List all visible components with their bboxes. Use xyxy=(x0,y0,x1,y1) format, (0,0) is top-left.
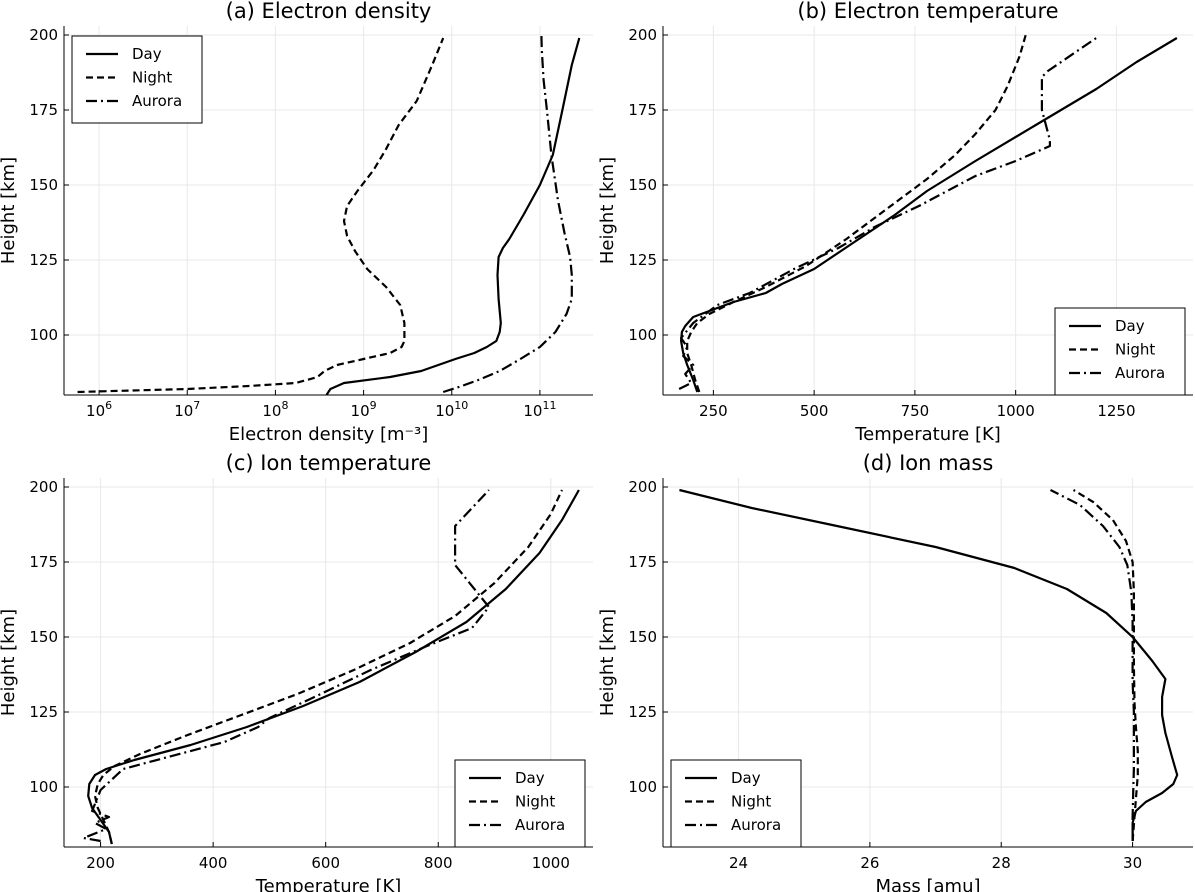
y-tick-label: 175 xyxy=(29,101,58,119)
x-tick-label: 30 xyxy=(1123,854,1142,872)
legend-label: Night xyxy=(132,69,172,87)
series-line-aurora xyxy=(678,37,1097,390)
legend: Day Night Aurora xyxy=(71,35,203,124)
y-tick-label: 150 xyxy=(29,176,58,194)
y-tick-label: 175 xyxy=(29,553,58,571)
series-line-day xyxy=(87,489,580,845)
chart-panel-c: 200 400 600 800 1000 100 125 150 175 200 (c) Ion t… xyxy=(0,451,593,892)
legend: Day Night Aurora xyxy=(1054,307,1186,396)
series-line-night xyxy=(686,34,1027,393)
x-axis-label: Mass [amu] xyxy=(875,876,980,892)
x-tick-label: 200 xyxy=(86,854,115,872)
series-line-night xyxy=(1072,489,1139,842)
x-tick-label: 250 xyxy=(699,402,728,420)
y-tick-label: 150 xyxy=(628,628,657,646)
x-tick-label: 750 xyxy=(901,402,930,420)
y-axis-label: Height [km] xyxy=(597,157,618,264)
chart-title: (c) Ion temperature xyxy=(226,451,432,475)
y-tick-label: 200 xyxy=(29,26,58,44)
legend-label: Day xyxy=(132,45,162,63)
y-tick-label: 150 xyxy=(29,628,58,646)
x-tick-label: 500 xyxy=(800,402,829,420)
x-tick-label: 1011 xyxy=(523,399,556,420)
x-axis-label: Temperature [K] xyxy=(255,876,402,892)
y-tick-label: 200 xyxy=(628,478,657,496)
x-tick-label: 1000 xyxy=(997,402,1035,420)
x-tick-label: 109 xyxy=(351,399,377,420)
y-tick-label: 125 xyxy=(628,251,657,269)
chart-title: (d) Ion mass xyxy=(863,451,994,475)
legend-box xyxy=(71,35,203,124)
legend-box xyxy=(454,759,586,848)
x-tick-label: 600 xyxy=(311,854,340,872)
y-tick-label: 200 xyxy=(29,478,58,496)
y-tick-label: 125 xyxy=(628,703,657,721)
legend-label: Day xyxy=(1115,317,1145,335)
legend-label: Aurora xyxy=(515,816,565,834)
chart-panel-d: 24 26 28 30 100 125 150 175 200 (d) Ion mass Mass … xyxy=(597,451,1193,892)
series-line-night xyxy=(77,37,445,394)
y-tick-label: 200 xyxy=(628,26,657,44)
x-tick-label: 400 xyxy=(199,854,228,872)
chart-panel-b: 250 500 750 1000 1250 100 125 150 175 200 (b) Elec… xyxy=(597,0,1193,445)
y-axis-label: Height [km] xyxy=(0,157,19,264)
x-tick-label: 1250 xyxy=(1097,402,1135,420)
y-tick-label: 100 xyxy=(628,778,657,796)
series-line-aurora xyxy=(82,489,490,843)
legend-label: Aurora xyxy=(1115,364,1165,382)
series-line-day xyxy=(679,37,1178,393)
x-tick-label: 1010 xyxy=(435,399,468,420)
series-line-aurora xyxy=(442,34,573,394)
x-tick-label: 24 xyxy=(729,854,748,872)
y-tick-label: 125 xyxy=(29,251,58,269)
legend-label: Day xyxy=(731,769,761,787)
legend-box xyxy=(670,759,802,848)
y-tick-label: 175 xyxy=(628,553,657,571)
series-line-day xyxy=(325,37,581,396)
chart-title: (b) Electron temperature xyxy=(797,0,1058,23)
legend-label: Day xyxy=(515,769,545,787)
x-tick-label: 28 xyxy=(992,854,1011,872)
series-line-day xyxy=(679,488,1179,841)
x-tick-label: 26 xyxy=(860,854,879,872)
y-tick-label: 125 xyxy=(29,703,58,721)
x-tick-label: 1000 xyxy=(532,854,570,872)
legend-label: Aurora xyxy=(731,816,781,834)
x-axis-label: Temperature [K] xyxy=(854,424,1001,445)
chart-title: (a) Electron density xyxy=(226,0,432,23)
legend-label: Aurora xyxy=(132,92,182,110)
y-tick-label: 100 xyxy=(628,326,657,344)
series-line-aurora xyxy=(1050,489,1136,841)
chart-panel-a: 106 107 108 109 1010 1011 100 125 150 175 200 (a) E… xyxy=(0,0,593,445)
legend: Day Night Aurora xyxy=(454,759,586,848)
series-line-night xyxy=(93,489,563,845)
y-tick-label: 100 xyxy=(29,326,58,344)
legend-label: Night xyxy=(515,793,555,811)
x-axis-label: Electron density [m⁻³] xyxy=(229,424,429,445)
legend-label: Night xyxy=(1115,341,1155,359)
x-tick-label: 108 xyxy=(262,399,288,420)
y-tick-label: 150 xyxy=(628,176,657,194)
legend-label: Night xyxy=(731,793,771,811)
y-tick-label: 175 xyxy=(628,101,657,119)
y-tick-label: 100 xyxy=(29,778,58,796)
y-axis-label: Height [km] xyxy=(597,609,618,716)
legend-box xyxy=(1054,307,1186,396)
x-tick-label: 800 xyxy=(424,854,453,872)
y-axis-label: Height [km] xyxy=(0,609,19,716)
legend: Day Night Aurora xyxy=(670,759,802,848)
x-tick-label: 106 xyxy=(86,399,112,420)
x-tick-label: 107 xyxy=(174,399,200,420)
